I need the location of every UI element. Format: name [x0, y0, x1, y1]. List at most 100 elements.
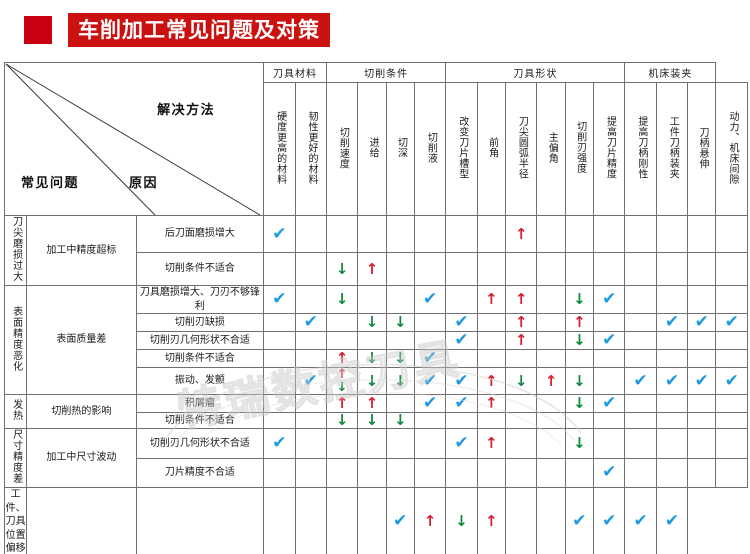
column-header-label: 动力、机床间隙 — [726, 110, 738, 185]
check-icon: ✔ — [633, 511, 648, 532]
cause-label-10: 切削刃几何形状不合适 — [135, 428, 265, 459]
cell-r6-c2 — [294, 349, 327, 368]
cell-r12-c13: ✔ — [564, 487, 595, 554]
cell-r6-c3: ↑ — [325, 349, 359, 368]
column-header-15: 刀柄悬伸 — [687, 82, 717, 216]
column-header-label: 提高刀片精度 — [604, 116, 616, 179]
cause-label-4: 切削刃缺损 — [135, 313, 265, 332]
arrow-up-icon: ↑ — [485, 512, 498, 531]
cell-r12-c2 — [135, 487, 265, 554]
column-group-3: 刀具形状 — [445, 62, 626, 83]
cell-r4-c11: ↑ — [564, 313, 595, 332]
column-header-12: 提高刀片精度 — [593, 82, 626, 216]
cell-r7-c6: ✔ — [413, 367, 447, 395]
page-title-bar: 车削加工常见问题及对策 — [0, 12, 750, 48]
corner-label-cause: 原因 — [129, 176, 159, 191]
arrow-up-icon: ↑ — [573, 313, 586, 331]
cell-r12-c5 — [325, 487, 359, 554]
arrow-up-icon: ↑ — [514, 290, 528, 308]
cell-r10-c6 — [413, 428, 447, 459]
cell-r2-c13 — [624, 252, 657, 286]
check-icon: ✔ — [694, 370, 709, 391]
cell-r11-c5 — [385, 457, 415, 488]
column-header-16: 动力、机床间隙 — [715, 82, 748, 216]
table-row: 发热 切削热的影响 积屑瘤 ↑ ↑ ✔ ✔ ↑ ↓ ✔ — [3, 393, 748, 429]
check-icon: ✔ — [393, 511, 408, 532]
cell-r9-c11 — [564, 412, 595, 429]
column-header-label: 硬度更高的材料 — [274, 110, 286, 185]
category-label-text: 尺寸精度差 — [10, 429, 22, 484]
cell-r12-c12 — [536, 487, 566, 554]
cell-r9-c15 — [687, 412, 717, 429]
arrow-up-icon: ↑ — [335, 394, 349, 412]
cell-r7-c7: ✔ — [445, 367, 478, 395]
cell-r2-c10 — [536, 252, 566, 286]
arrow-up-icon: ↑ — [514, 224, 528, 243]
check-icon: ✔ — [572, 511, 587, 532]
cell-r9-c16 — [715, 412, 748, 429]
cell-r10-c16 — [715, 428, 748, 459]
column-header-4: 进给 — [357, 82, 387, 216]
cell-r3-c11: ↓ — [564, 285, 595, 314]
header-group-row: 解决方法 常见问题 原因 刀具材料 切削条件 刀具形状 机床装夹 — [3, 62, 748, 216]
column-header-10: 主偏角 — [536, 82, 566, 216]
column-header-label: 切削速度 — [337, 126, 349, 169]
check-icon: ✔ — [272, 289, 287, 309]
cell-r12-c7: ✔ — [385, 487, 415, 554]
cell-r5-c15 — [687, 331, 717, 350]
cell-r6-c11 — [564, 349, 595, 368]
cell-r8-c12: ✔ — [593, 394, 626, 413]
arrow-up-icon: ↑ — [423, 512, 437, 531]
cell-r10-c15 — [687, 428, 717, 459]
cell-r1-c8 — [476, 214, 506, 254]
check-icon: ✔ — [272, 432, 287, 453]
cell-r4-c6 — [413, 313, 447, 332]
cell-r3-c6: ✔ — [413, 285, 447, 314]
cell-r8-c3: ↑ — [325, 394, 359, 413]
column-header-label: 改变刀片槽型 — [456, 116, 468, 179]
cell-r2-c9 — [504, 252, 538, 286]
cell-r9-c7 — [445, 412, 478, 429]
cell-r4-c12 — [593, 313, 626, 332]
cell-r1-c1: ✔ — [263, 214, 296, 254]
cell-r9-c14 — [655, 412, 689, 429]
cell-r11-c2 — [294, 457, 327, 488]
arrow-down-icon: ↓ — [335, 259, 349, 278]
cell-r10-c1: ✔ — [263, 428, 296, 459]
cell-r11-c15 — [687, 457, 717, 488]
cell-r12-c6 — [357, 487, 387, 554]
cell-r6-c13 — [624, 349, 657, 368]
problems-table-container: 解决方法 常见问题 原因 刀具材料 切削条件 刀具形状 机床装夹 硬度更高的材料 韧性更好的材料… — [3, 62, 748, 554]
column-group-4: 机床装夹 — [624, 62, 717, 83]
category-label-text: 发热 — [10, 399, 22, 421]
cell-r6-c16 — [715, 349, 748, 368]
column-header-11: 切削刃强度 — [564, 82, 595, 216]
cell-r11-c16 — [715, 457, 748, 488]
check-icon: ✔ — [422, 393, 438, 413]
cause-label-1: 后刀面磨损增大 — [135, 214, 265, 254]
check-icon: ✔ — [272, 223, 287, 244]
cell-r7-c15: ✔ — [687, 367, 717, 395]
cell-r11-c1 — [263, 457, 296, 488]
cell-r7-c5: ↓ — [385, 367, 415, 395]
cell-r5-c1 — [263, 331, 296, 350]
cell-r2-c16 — [715, 252, 748, 286]
cell-r10-c7: ✔ — [445, 428, 478, 459]
arrow-up-icon: ↑ — [514, 313, 528, 331]
cell-r4-c7: ✔ — [445, 313, 478, 332]
check-icon: ✔ — [454, 370, 469, 391]
cell-r9-c5: ↓ — [385, 412, 415, 429]
cell-r2-c14 — [655, 252, 689, 286]
column-header-label: 切削液 — [425, 131, 437, 164]
cell-r4-c10 — [536, 313, 566, 332]
check-icon: ✔ — [724, 312, 739, 332]
cell-r9-c4: ↓ — [357, 412, 387, 429]
cell-r4-c3 — [325, 313, 359, 332]
title-banner: 车削加工常见问题及对策 — [68, 13, 330, 47]
arrow-up-icon: ↑ — [365, 394, 379, 412]
cell-r2-c6 — [413, 252, 447, 286]
cell-r7-c2: ✔ — [294, 367, 327, 395]
arrow-down-icon: ↓ — [455, 512, 468, 531]
cell-r12-c16: ✔ — [655, 487, 689, 554]
cell-r6-c9 — [504, 349, 538, 368]
